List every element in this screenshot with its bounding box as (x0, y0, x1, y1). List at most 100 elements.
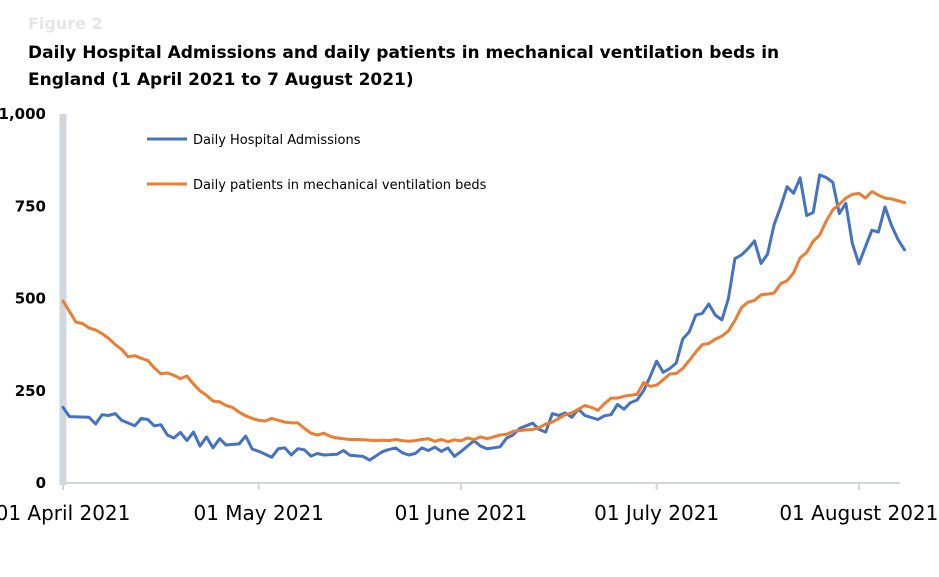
data-point (538, 426, 540, 429)
data-point (336, 437, 338, 439)
data-point (192, 383, 195, 385)
data-point (147, 418, 149, 421)
data-point (271, 417, 273, 420)
series-layer (61, 173, 906, 462)
data-point (271, 456, 273, 459)
data-point (114, 412, 116, 415)
data-point (649, 375, 651, 378)
data-point (597, 409, 599, 412)
data-point (518, 427, 521, 430)
data-point (434, 440, 436, 443)
data-point (818, 234, 821, 236)
data-point (714, 338, 717, 340)
data-point (394, 447, 397, 449)
data-point (766, 253, 769, 255)
data-point (257, 450, 260, 453)
data-point (460, 440, 462, 442)
data-point (838, 212, 841, 215)
data-point (792, 192, 795, 195)
data-point (140, 357, 143, 360)
data-point (616, 397, 619, 399)
data-point (284, 447, 286, 449)
data-point (812, 240, 814, 243)
data-point (277, 419, 280, 422)
data-point (388, 439, 391, 442)
data-point (368, 439, 371, 442)
y-axis: 0 250 500 750 1,000 (0, 105, 67, 492)
data-point (336, 453, 338, 456)
data-point (675, 362, 677, 364)
data-point (760, 262, 762, 265)
data-point (668, 373, 671, 375)
x-tick-label: 01 July 2021 (594, 501, 719, 525)
data-point (75, 321, 77, 323)
data-point (747, 301, 749, 304)
y-tick-label: 250 (15, 382, 46, 400)
data-point (825, 220, 827, 222)
data-point (629, 394, 632, 397)
data-point (766, 293, 769, 295)
data-point (740, 306, 743, 309)
legend: Daily Hospital Admissions Daily patients … (147, 133, 487, 193)
data-point (864, 246, 867, 248)
y-tick-label: 750 (15, 197, 46, 215)
data-point (479, 445, 482, 447)
data-point (590, 406, 593, 409)
data-point (342, 437, 345, 440)
data-point (310, 455, 312, 457)
data-point (877, 231, 880, 233)
data-point (714, 314, 717, 316)
x-tick-label: 01 April 2021 (0, 501, 130, 525)
data-point (94, 423, 97, 425)
data-point (277, 447, 280, 450)
data-point (779, 206, 782, 208)
data-point (877, 194, 880, 196)
data-point (479, 436, 482, 438)
data-point (407, 440, 410, 443)
data-point (205, 436, 208, 438)
data-point (186, 375, 188, 377)
data-point (375, 439, 377, 442)
data-point (805, 251, 808, 254)
data-point (897, 199, 899, 202)
data-point (623, 408, 625, 411)
data-point (238, 443, 240, 445)
series-ventilation (61, 190, 906, 444)
series-line (61, 190, 906, 444)
data-point (818, 174, 821, 176)
data-point (779, 282, 782, 285)
data-point (708, 342, 710, 345)
data-point (427, 437, 430, 440)
data-point (518, 429, 521, 432)
data-point (199, 390, 201, 392)
data-point (264, 420, 267, 422)
data-point (681, 367, 684, 370)
data-point (160, 423, 162, 426)
y-tick-label: 0 (36, 474, 46, 492)
data-point (623, 395, 625, 398)
data-point (486, 437, 488, 440)
data-point (238, 411, 240, 414)
x-tick-label: 01 June 2021 (395, 501, 528, 525)
data-point (225, 404, 227, 407)
data-point (153, 425, 156, 427)
data-point (903, 201, 906, 204)
x-axis: 01 April 2021 01 May 2021 01 June 2021 01 J… (0, 482, 938, 525)
data-point (401, 451, 404, 454)
data-point (753, 299, 756, 302)
data-point (81, 322, 84, 325)
figure-label: Figure 2 (28, 14, 103, 33)
data-point (773, 223, 775, 226)
data-point (414, 452, 417, 455)
data-point (525, 429, 527, 431)
data-point (636, 393, 638, 396)
data-point (773, 292, 775, 294)
data-point (192, 431, 195, 433)
data-point (505, 437, 508, 439)
data-point (890, 198, 893, 200)
data-point (499, 446, 501, 448)
data-point (212, 447, 214, 449)
legend-label: Daily Hospital Admissions (193, 133, 361, 148)
data-point (721, 335, 723, 337)
data-point (760, 294, 762, 296)
